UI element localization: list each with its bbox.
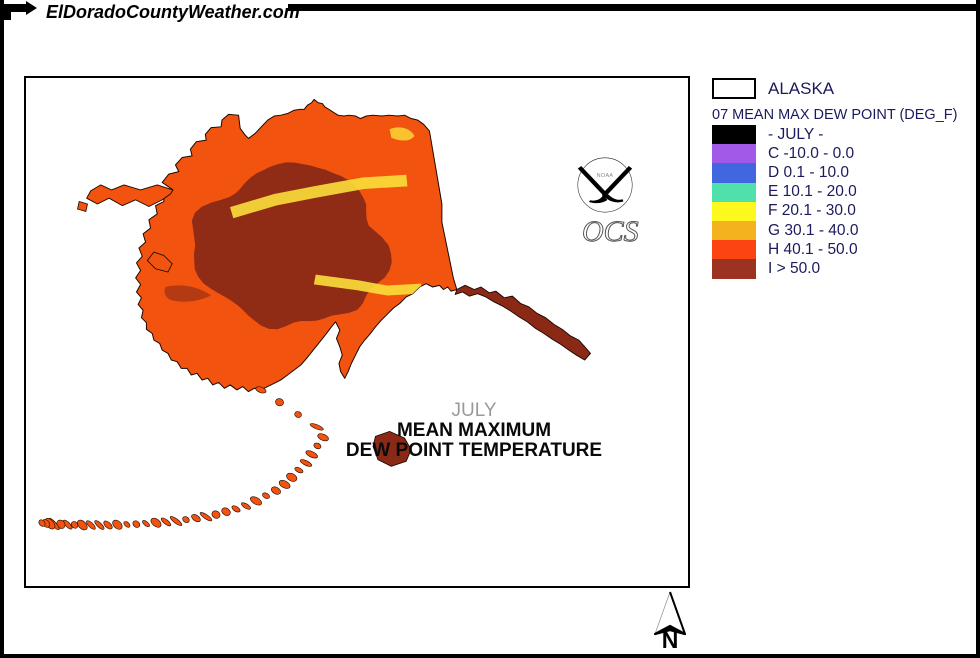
svg-text:NOAA: NOAA — [597, 173, 614, 179]
svg-text:N: N — [662, 627, 679, 650]
